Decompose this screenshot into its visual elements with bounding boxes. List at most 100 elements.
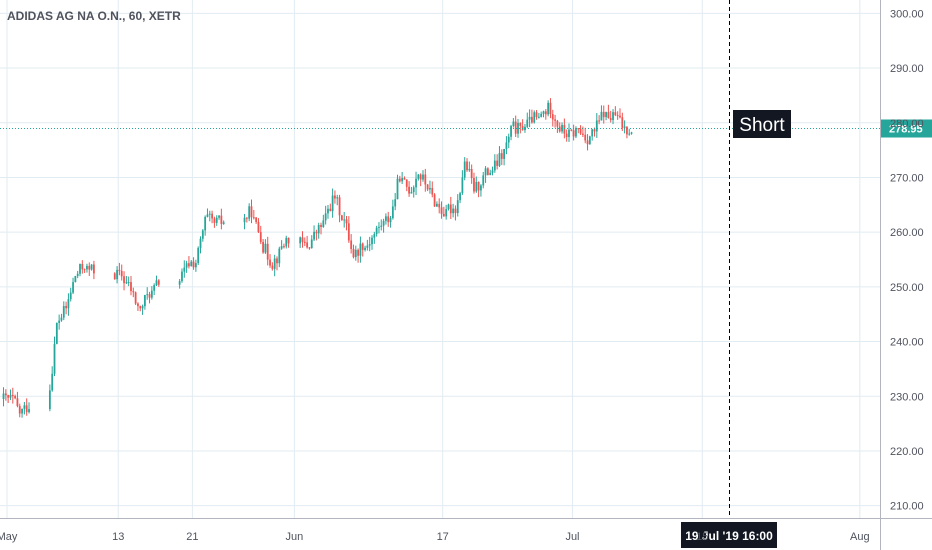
candle[interactable] xyxy=(424,168,427,192)
candle[interactable] xyxy=(433,193,436,207)
candle[interactable] xyxy=(593,127,596,137)
candle[interactable] xyxy=(586,134,589,151)
candle[interactable] xyxy=(514,115,517,137)
candle[interactable] xyxy=(153,283,156,296)
candle[interactable] xyxy=(575,126,577,139)
candle[interactable] xyxy=(222,220,225,225)
candle[interactable] xyxy=(204,215,207,236)
candle[interactable] xyxy=(526,112,529,129)
candle[interactable] xyxy=(67,293,70,316)
candle[interactable] xyxy=(48,384,51,412)
candle[interactable] xyxy=(537,112,540,119)
candle[interactable] xyxy=(148,291,151,304)
candle[interactable] xyxy=(519,122,522,134)
candle[interactable] xyxy=(299,236,302,248)
candle[interactable] xyxy=(213,216,216,228)
candle[interactable] xyxy=(540,111,543,118)
candle[interactable] xyxy=(477,181,480,198)
candle[interactable] xyxy=(549,98,552,119)
candle[interactable] xyxy=(93,260,95,280)
candle[interactable] xyxy=(83,268,86,273)
candle[interactable] xyxy=(480,184,482,197)
candle[interactable] xyxy=(595,113,598,138)
candle[interactable] xyxy=(619,108,621,119)
candle[interactable] xyxy=(535,110,538,120)
candle[interactable] xyxy=(4,389,7,401)
candle[interactable] xyxy=(336,194,339,206)
candle[interactable] xyxy=(340,214,343,221)
candle[interactable] xyxy=(18,403,21,418)
candle[interactable] xyxy=(368,236,371,252)
candle[interactable] xyxy=(510,124,512,141)
candle[interactable] xyxy=(389,215,392,228)
candle[interactable] xyxy=(623,120,626,134)
candle[interactable] xyxy=(558,122,561,133)
candle[interactable] xyxy=(81,260,84,274)
candle[interactable] xyxy=(630,131,633,135)
candle[interactable] xyxy=(626,126,628,139)
candle[interactable] xyxy=(445,204,448,220)
candle[interactable] xyxy=(255,217,258,224)
candle[interactable] xyxy=(190,259,193,267)
candle[interactable] xyxy=(551,109,554,127)
candle[interactable] xyxy=(419,173,422,187)
candle[interactable] xyxy=(410,186,413,194)
candle[interactable] xyxy=(327,204,329,219)
candle[interactable] xyxy=(470,164,473,184)
candle[interactable] xyxy=(132,287,135,298)
candle[interactable] xyxy=(2,387,5,407)
candle[interactable] xyxy=(125,275,128,285)
candle[interactable] xyxy=(512,118,515,128)
candle[interactable] xyxy=(250,199,253,224)
candle[interactable] xyxy=(139,305,142,312)
candle[interactable] xyxy=(264,239,267,254)
candle[interactable] xyxy=(278,246,281,268)
candle[interactable] xyxy=(276,256,278,271)
candle[interactable] xyxy=(262,239,264,254)
candle[interactable] xyxy=(206,208,209,218)
short-label-box[interactable] xyxy=(733,110,791,138)
candle[interactable] xyxy=(505,136,508,155)
candle[interactable] xyxy=(215,215,218,226)
candle[interactable] xyxy=(375,225,378,237)
candle[interactable] xyxy=(468,161,471,172)
candle[interactable] xyxy=(454,205,457,221)
candle[interactable] xyxy=(385,213,387,225)
candle[interactable] xyxy=(72,277,74,295)
candle[interactable] xyxy=(315,229,318,241)
candle[interactable] xyxy=(394,192,397,211)
candle[interactable] xyxy=(194,259,197,272)
candle[interactable] xyxy=(28,402,30,414)
candle[interactable] xyxy=(199,236,202,254)
candle[interactable] xyxy=(116,266,118,284)
candle[interactable] xyxy=(401,171,404,185)
candle[interactable] xyxy=(565,129,568,142)
candle[interactable] xyxy=(347,216,350,243)
candle[interactable] xyxy=(16,391,19,408)
candle[interactable] xyxy=(134,291,137,306)
candle[interactable] xyxy=(591,128,594,141)
candle[interactable] xyxy=(484,166,487,183)
candle[interactable] xyxy=(273,254,276,277)
candle[interactable] xyxy=(524,124,526,133)
candle[interactable] xyxy=(426,184,429,192)
candle[interactable] xyxy=(79,263,81,277)
candle[interactable] xyxy=(461,170,464,195)
candle[interactable] xyxy=(598,115,601,125)
candle[interactable] xyxy=(440,201,443,219)
candle[interactable] xyxy=(303,237,306,247)
candle[interactable] xyxy=(252,209,255,220)
candle[interactable] xyxy=(570,129,573,132)
candle[interactable] xyxy=(322,214,325,228)
candle[interactable] xyxy=(371,235,373,250)
candle[interactable] xyxy=(435,201,438,207)
candle[interactable] xyxy=(69,287,72,302)
candle[interactable] xyxy=(614,106,617,117)
candle[interactable] xyxy=(157,279,160,287)
candle[interactable] xyxy=(422,170,424,182)
candle[interactable] xyxy=(25,398,28,416)
candle[interactable] xyxy=(324,205,327,225)
candle[interactable] xyxy=(380,219,383,231)
candle[interactable] xyxy=(438,198,441,214)
